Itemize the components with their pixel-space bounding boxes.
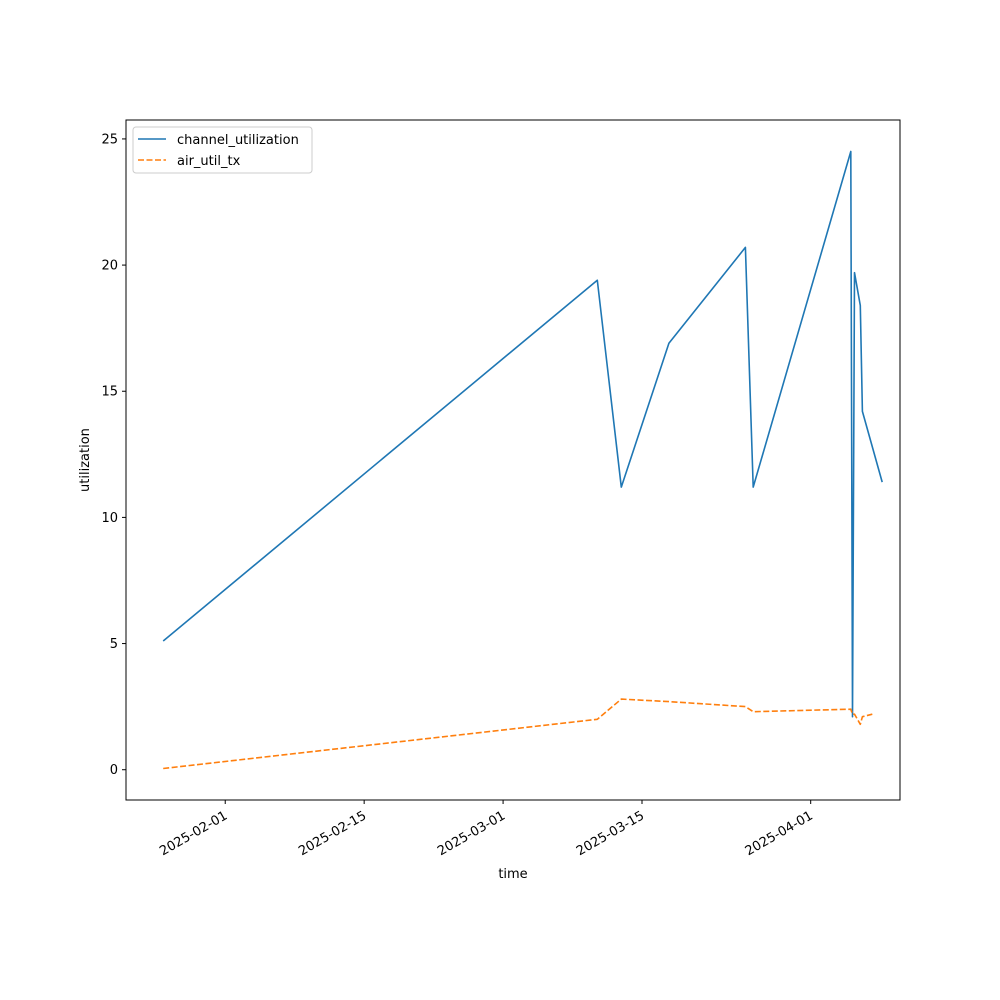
y-tick-label: 25	[101, 132, 118, 147]
y-tick-label: 20	[101, 259, 118, 274]
x-axis-label: time	[498, 867, 527, 882]
series-line-air-util-tx	[163, 698, 873, 770]
series-line-channel-utilization	[162, 150, 883, 718]
y-tick-label: 10	[101, 511, 118, 526]
y-tick-label: 5	[110, 637, 118, 652]
legend: channel_utilization air_util_tx	[132, 126, 313, 174]
x-tick-label: 2025-03-15	[574, 808, 647, 859]
series-layer	[162, 150, 883, 770]
plot-area	[126, 120, 900, 800]
y-axis: 0 5 10 15 20 25	[101, 132, 126, 778]
y-tick-label: 15	[101, 385, 118, 400]
x-tick-label: 2025-02-15	[296, 808, 369, 859]
legend-box	[132, 126, 313, 174]
x-tick-label: 2025-04-01	[743, 808, 816, 859]
x-axis: 2025-02-01 2025-02-15 2025-03-01 2025-03-15…	[157, 800, 816, 859]
x-tick-label: 2025-03-01	[435, 808, 508, 859]
legend-label-channel-utilization: channel_utilization	[177, 133, 299, 148]
legend-label-air-util-tx: air_util_tx	[177, 154, 241, 169]
y-axis-label: utilization	[78, 428, 93, 492]
x-tick-label: 2025-02-01	[157, 808, 230, 859]
plot-frame	[125, 119, 901, 801]
y-tick-label: 0	[110, 763, 118, 778]
